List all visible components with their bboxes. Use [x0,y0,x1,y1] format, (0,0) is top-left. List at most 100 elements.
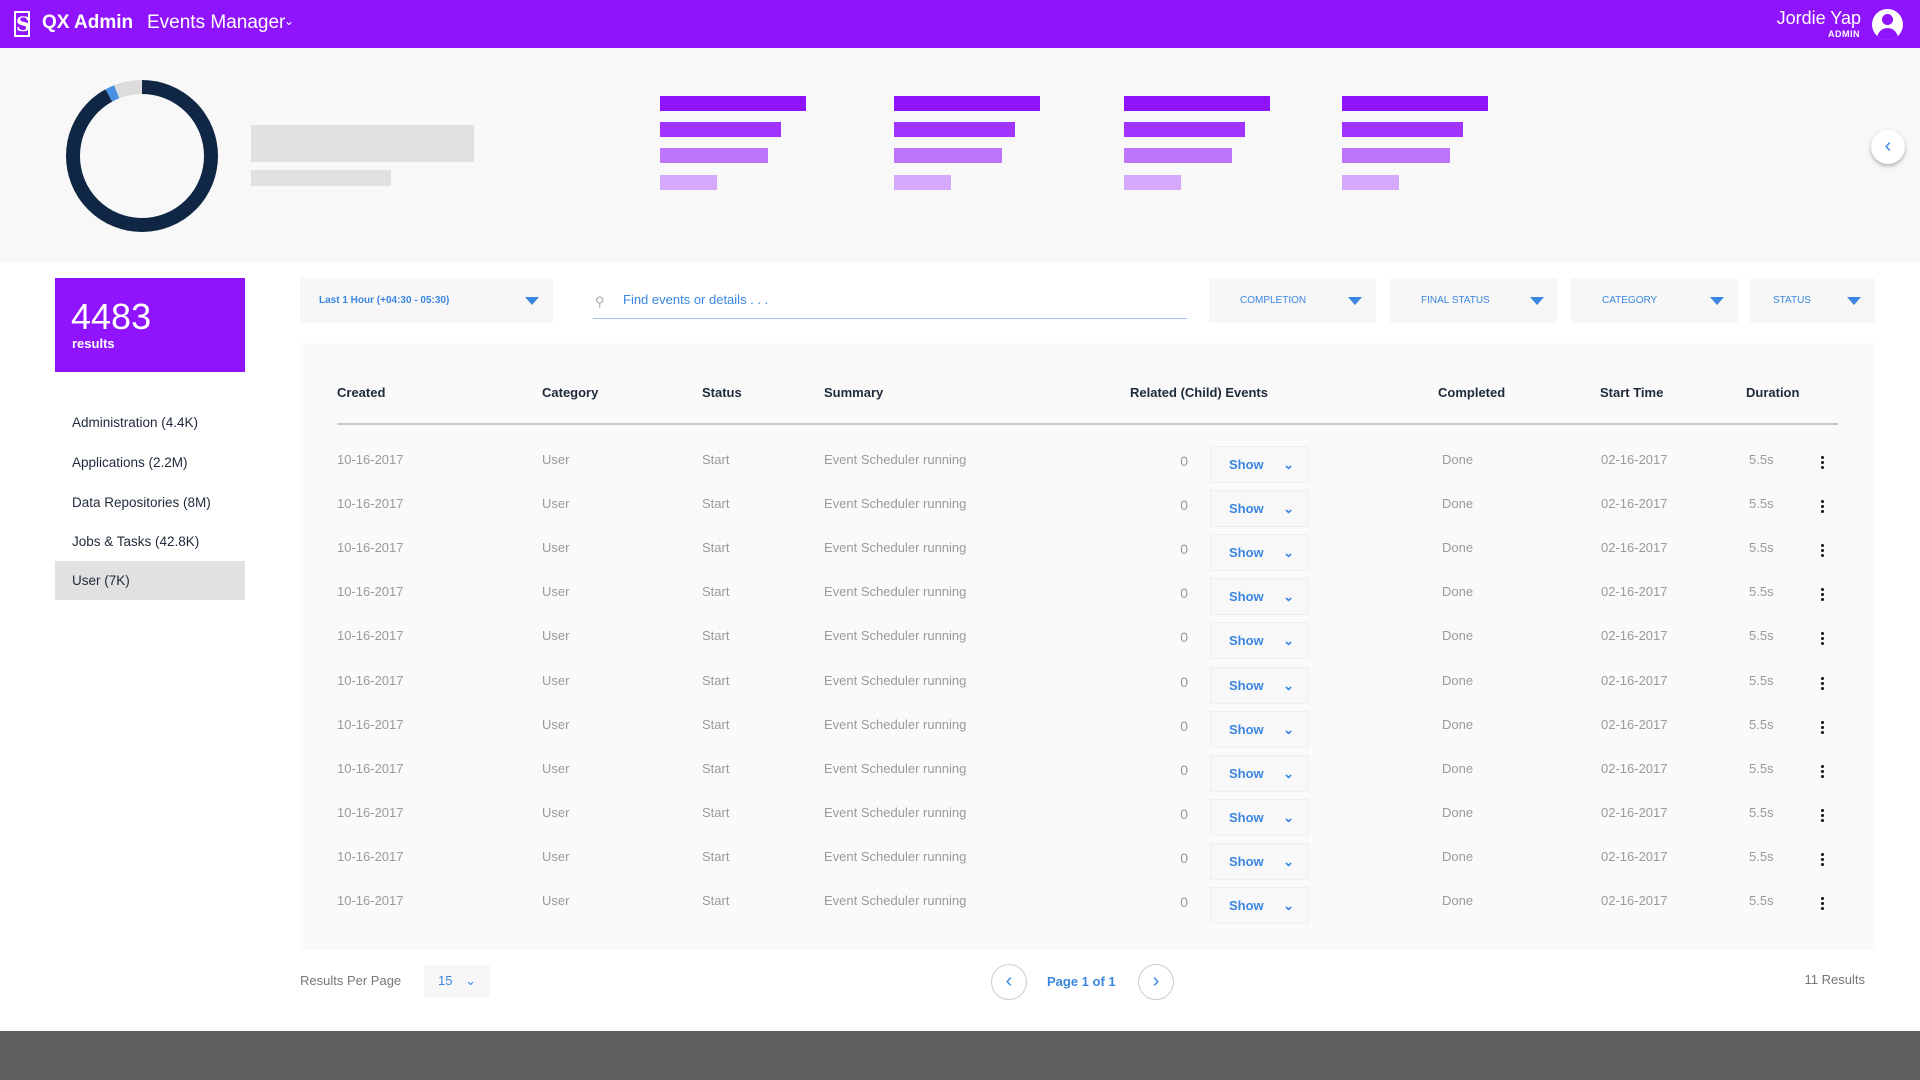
row-menu-icon[interactable] [1821,544,1825,559]
row-menu-icon[interactable] [1821,500,1825,515]
column-header[interactable]: Summary [824,385,884,400]
row-menu-icon[interactable] [1821,676,1825,692]
logo-icon[interactable]: S [14,11,31,37]
cell-created: 10-16-2017 [337,893,404,908]
category-dropdown[interactable]: CATEGORY [1570,278,1738,323]
cell-start: 02-16-2017 [1601,540,1668,556]
show-related-button[interactable]: Show ⌄ [1210,754,1309,792]
overview-panel: ‹ [0,48,1920,262]
app-name[interactable]: QX Admin [42,12,134,33]
row-menu-icon[interactable] [1821,764,1825,780]
cell-related-count: 0 [1180,717,1188,734]
next-page-button[interactable]: › [1138,964,1174,1000]
cell-related-count: 0 [1180,761,1188,778]
show-related-button[interactable]: Show ⌄ [1210,622,1309,660]
row-menu-icon[interactable] [1821,897,1825,912]
cell-start: 02-16-2017 [1601,452,1668,467]
column-header[interactable]: Duration [1746,385,1800,400]
cell-category: User [542,716,570,732]
show-related-button[interactable]: Show ⌄ [1210,798,1309,836]
results-per-page-select[interactable]: 15 ⌄ [424,965,490,997]
column-header[interactable]: Created [337,385,386,400]
time-range-dropdown[interactable]: Last 1 Hour (+04:30 - 05:30) [300,278,553,323]
bar-2-3 [894,148,1003,163]
title-placeholder [251,125,474,162]
top-bar: S QX Admin Events Manager ⌄ Jordie Yap A… [0,0,1920,48]
row-menu-icon[interactable] [1821,720,1825,736]
cell-duration: 5.5s [1749,540,1774,556]
sidebar-item[interactable]: Jobs & Tasks (42.8K) [72,534,200,549]
cell-status: Start [702,452,730,467]
chevron-down-icon: ⌄ [1283,853,1294,869]
chevron-down-icon: ⌄ [1283,457,1294,472]
status-label: STATUS [1773,295,1811,306]
bar-3-1 [1124,96,1270,111]
column-header[interactable]: Start Time [1600,385,1664,400]
column-header[interactable]: Related (Child) Events [1130,385,1268,400]
cell-category: User [542,540,570,556]
row-menu-icon[interactable] [1821,632,1825,647]
final-status-dropdown[interactable]: FINAL STATUS [1390,278,1558,323]
cell-category: User [542,584,570,600]
results-per-page-label: Results Per Page [300,973,402,988]
bar-1-4 [660,175,717,190]
chevron-down-icon: ⌄ [1283,898,1294,913]
collapse-button[interactable]: ‹ [1871,130,1905,164]
row-menu-icon[interactable] [1821,588,1825,603]
row-menu-icon[interactable] [1821,456,1825,471]
sidebar-item[interactable]: Data Repositories (8M) [72,495,211,510]
previous-page-button[interactable]: ‹ [991,964,1027,1000]
caret-down-icon [525,297,539,305]
sidebar-item[interactable]: Administration (4.4K) [72,415,199,430]
cell-related-count: 0 [1180,453,1188,469]
show-related-button[interactable]: Show ⌄ [1210,887,1309,924]
column-header[interactable]: Status [702,385,742,400]
cell-status: Start [702,804,730,820]
cell-completed: Done [1442,496,1474,512]
cell-duration: 5.5s [1749,628,1774,644]
show-related-button[interactable]: Show ⌄ [1210,666,1309,704]
chevron-down-icon[interactable]: ⌄ [284,14,295,28]
cell-start: 02-16-2017 [1601,672,1668,688]
search-input[interactable] [623,292,1163,307]
show-related-button[interactable]: Show ⌄ [1210,534,1309,572]
cell-start: 02-16-2017 [1601,716,1668,732]
bar-4-1 [1342,96,1488,111]
cell-duration: 5.5s [1749,716,1774,732]
show-related-button[interactable]: Show ⌄ [1210,490,1309,528]
show-related-button[interactable]: Show ⌄ [1210,446,1309,483]
show-related-button[interactable]: Show ⌄ [1210,842,1309,880]
cell-completed: Done [1442,452,1474,467]
avatar-icon[interactable] [1872,9,1903,40]
cell-created: 10-16-2017 [337,716,404,732]
show-related-button[interactable]: Show ⌄ [1210,578,1309,616]
cell-related-count: 0 [1180,497,1188,514]
caret-down-icon [1348,297,1362,305]
search-field[interactable]: ⚲ [593,288,1187,319]
row-menu-icon[interactable] [1821,808,1825,824]
show-label: Show [1229,545,1264,561]
cell-related-count: 0 [1180,629,1188,646]
cell-duration: 5.5s [1749,496,1774,512]
user-name[interactable]: Jordie Yap [1776,8,1861,28]
cell-created: 10-16-2017 [337,584,404,600]
cell-created: 10-16-2017 [337,496,404,512]
row-menu-icon[interactable] [1821,852,1825,868]
show-related-button[interactable]: Show ⌄ [1210,710,1309,748]
cell-duration: 5.5s [1749,452,1774,467]
column-header[interactable]: Completed [1438,385,1506,400]
chevron-right-icon: › [1152,970,1160,992]
show-label: Show [1229,677,1264,693]
sidebar-item[interactable]: Applications (2.2M) [72,455,188,470]
cell-duration: 5.5s [1749,672,1774,688]
cell-completed: Done [1442,804,1474,820]
cell-related-count: 0 [1180,894,1188,910]
page-indicator: Page 1 of 1 [1047,974,1116,989]
per-page-value: 15 [438,973,453,988]
column-header[interactable]: Category [542,385,599,400]
cell-created: 10-16-2017 [337,804,404,820]
section-menu[interactable]: Events Manager [147,12,286,33]
sidebar-item[interactable]: User (7K) [55,561,245,600]
status-dropdown[interactable]: STATUS [1750,278,1875,323]
completion-dropdown[interactable]: COMPLETION [1209,278,1376,323]
